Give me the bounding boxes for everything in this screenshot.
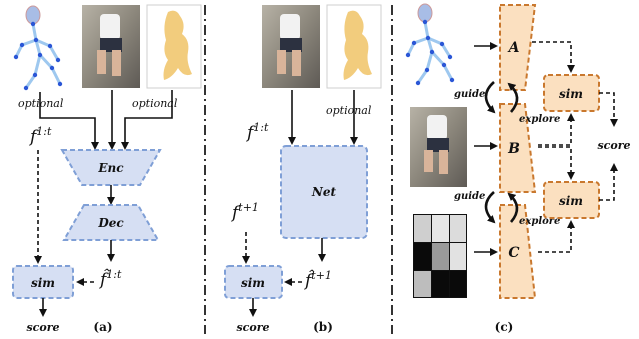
panel-b: optional f1:t Net ft+1 f̂t+1 sim score (… — [224, 4, 382, 334]
score-label-a: score — [26, 321, 59, 334]
silhouette-mask-image-b — [326, 4, 382, 89]
encoder-block — [60, 149, 162, 186]
explore-label-2: explore — [519, 216, 560, 227]
dashed-arrow-c-to-sim2 — [538, 220, 575, 253]
feature-f-label: f1:t — [28, 125, 52, 147]
explore-arrow-2 — [507, 192, 519, 223]
optional-label-left: optional — [18, 97, 64, 110]
encoder-a-label: A — [507, 40, 520, 56]
guide-arrow-2 — [484, 191, 496, 224]
shuffled-patches-image — [413, 214, 467, 298]
sim-label-b: sim — [241, 276, 265, 290]
caption-c: (c) — [495, 320, 514, 334]
encoder-a-block — [499, 4, 537, 91]
encoder-c-label: C — [508, 245, 519, 261]
optional-label-b: optional — [326, 104, 372, 117]
sim-block-b — [224, 265, 283, 299]
feature-f-label-b: f1:t — [245, 121, 269, 143]
decoder-label: Dec — [97, 216, 124, 230]
dashed-arrow-a-to-sim1 — [532, 41, 575, 73]
dashed-arrow-sim2-to-score — [599, 163, 618, 201]
encoder-b-label: B — [507, 141, 520, 157]
caption-b: (b) — [313, 320, 333, 334]
arrow-pose-to-enc — [39, 92, 99, 150]
sim-label-a: sim — [31, 276, 55, 290]
guide-arrow-1 — [484, 81, 496, 114]
dashed-arrow-b-to-sim1 — [538, 113, 575, 146]
silhouette-mask-image — [146, 4, 202, 89]
guide-label-1: guide — [454, 89, 485, 100]
net-block — [280, 145, 368, 239]
explore-arrow-1 — [507, 82, 519, 113]
panel-a: optional optional f1:t Enc Dec f̂1:t sim… — [12, 4, 202, 334]
score-label-b: score — [236, 321, 269, 334]
rgb-frame-image-c — [410, 107, 467, 187]
sim-label-c1: sim — [559, 87, 583, 101]
caption-a: (a) — [93, 320, 112, 334]
sim-label-c2: sim — [559, 194, 583, 208]
pose-skeleton-image — [13, 5, 63, 91]
dashed-arrow-b-to-sim2 — [538, 146, 575, 180]
reconstructed-f-label: f̂1:t — [98, 268, 122, 290]
predicted-f-label: f̂t+1 — [303, 269, 332, 291]
explore-label-1: explore — [519, 114, 560, 125]
pose-skeleton-image-c — [405, 3, 455, 86]
dashed-arrow-sim1-to-score — [599, 92, 618, 127]
encoder-label: Enc — [97, 161, 124, 175]
panel-c: A B C guide explore guide explore sim si… — [405, 3, 631, 334]
arrow-mask-to-enc — [121, 90, 173, 150]
guide-label-2: guide — [454, 191, 485, 202]
feature-f-next-label: ft+1 — [230, 201, 259, 223]
rgb-frame-image — [82, 5, 140, 88]
rgb-frame-image-b — [262, 5, 320, 88]
optional-label-right: optional — [132, 97, 178, 110]
net-label: Net — [311, 185, 337, 199]
decoder-block — [62, 204, 160, 241]
score-label-c: score — [597, 139, 630, 152]
